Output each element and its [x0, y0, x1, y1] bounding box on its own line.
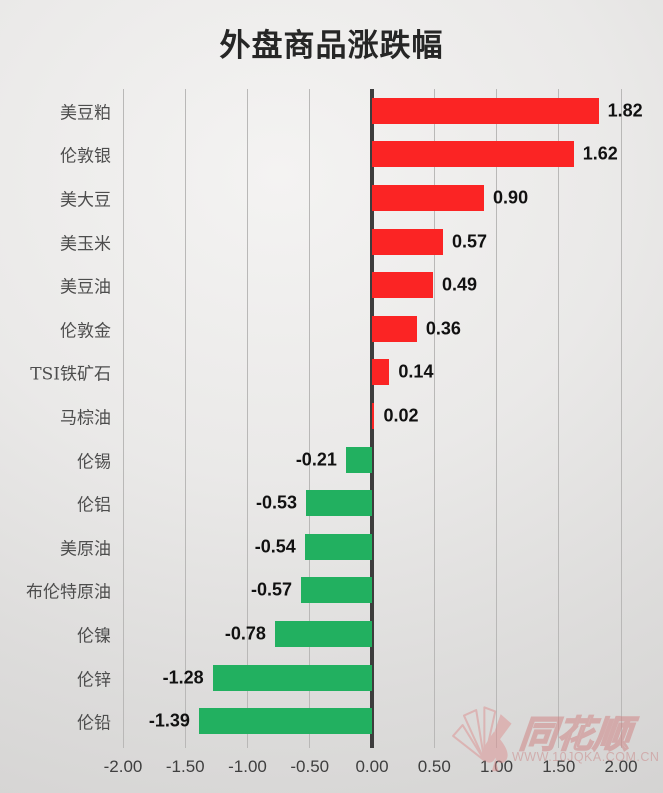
bar-value-label: -0.21 — [295, 449, 337, 470]
category-label: 布伦特原油 — [26, 582, 111, 603]
category-label: 美大豆 — [60, 190, 111, 211]
bar-value-label: 0.36 — [425, 318, 461, 339]
bar — [372, 185, 485, 211]
gridline — [558, 89, 560, 748]
bar-value-label: 0.14 — [398, 361, 434, 382]
bar — [212, 664, 372, 691]
gridline — [496, 89, 497, 748]
x-tick-label: 0.00 — [355, 757, 389, 776]
bar — [306, 490, 372, 517]
x-tick-label: -1.00 — [228, 757, 267, 776]
category-label: 马棕油 — [60, 408, 111, 429]
bar — [345, 446, 372, 473]
x-tick-label: -1.50 — [165, 757, 205, 776]
category-label: 伦锡 — [77, 452, 111, 473]
bar — [301, 577, 372, 604]
bar — [372, 359, 390, 386]
bar-value-label: -0.57 — [251, 579, 293, 600]
x-tick-label: 0.50 — [417, 757, 451, 776]
bar-value-label: 0.57 — [451, 231, 487, 252]
gridline — [247, 89, 248, 748]
bar-value-label: -1.39 — [148, 710, 190, 731]
x-axis-tick-labels: -2.00 -1.50 -1.00 -0.50 0.00 0.50 1.00 1.50 2.00 — [104, 757, 638, 781]
bar-value-label: 1.82 — [607, 100, 643, 121]
x-tick-label: 2.00 — [604, 757, 638, 776]
category-label: TSI铁矿石 — [30, 364, 111, 385]
gridline — [620, 89, 622, 748]
category-label: 伦铝 — [77, 495, 111, 516]
category-label: 伦敦金 — [60, 321, 111, 342]
x-tick-label: -0.50 — [290, 757, 330, 776]
gridline — [184, 89, 186, 748]
bar — [372, 141, 574, 168]
bar — [372, 97, 599, 124]
category-label: 美豆粕 — [60, 103, 111, 124]
gridline — [122, 89, 124, 748]
bar-value-label: 0.49 — [442, 274, 478, 295]
bar-value-label: 0.02 — [383, 405, 419, 426]
x-tick-label: 1.00 — [479, 757, 514, 776]
bar — [372, 403, 375, 429]
category-label: 美豆油 — [60, 277, 111, 298]
category-label: 伦锌 — [77, 670, 111, 691]
page-title: 外盘商品涨跌幅 — [219, 28, 444, 64]
bar — [198, 708, 372, 735]
category-label: 美原油 — [60, 539, 111, 560]
category-label: 伦敦银 — [60, 146, 111, 167]
x-tick-label: 1.50 — [542, 757, 576, 776]
y-axis-category-labels: 美豆粕伦敦银美大豆美玉米美豆油伦敦金 TSI铁矿石马棕油伦锡伦铝美原油布伦特原油伦… — [0, 89, 116, 743]
bar-value-label: 0.90 — [493, 187, 529, 208]
bar — [304, 533, 372, 560]
bar — [372, 272, 433, 299]
bar-value-label: -0.53 — [255, 492, 297, 513]
bar-value-label: 1.62 — [582, 143, 618, 164]
bar-value-label: -0.78 — [224, 623, 266, 644]
bar-value-label: -0.54 — [254, 536, 296, 557]
category-label: 美玉米 — [60, 234, 111, 255]
bar — [274, 621, 372, 647]
category-label: 伦镍 — [77, 626, 111, 647]
gridline — [309, 89, 311, 748]
category-label: 伦铅 — [77, 713, 111, 734]
gridline — [433, 89, 435, 748]
bar — [372, 315, 417, 342]
bar-value-label: -1.28 — [162, 667, 204, 688]
plot-area: 1.82 1.62 0.90 0.57 0.49 0.36 0.14 0.02 -0.21 -0.… — [122, 89, 643, 748]
x-tick-label: -2.00 — [103, 757, 143, 776]
bar — [372, 228, 443, 255]
